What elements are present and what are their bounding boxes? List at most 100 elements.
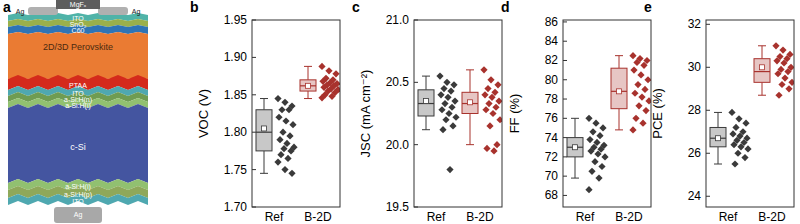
whisker — [619, 109, 620, 130]
whisker — [426, 76, 427, 90]
data-point — [275, 114, 282, 121]
plot-area — [256, 63, 340, 177]
whisker — [470, 114, 471, 145]
box — [710, 127, 726, 146]
data-point — [284, 155, 291, 162]
tick-label: 20.5 — [386, 75, 410, 89]
data-point — [452, 114, 459, 121]
data-point — [633, 59, 640, 66]
plot-frame — [563, 20, 651, 207]
layer-label: PTAA — [69, 82, 87, 89]
plot-area — [418, 66, 502, 173]
whisker — [718, 112, 719, 127]
data-point — [437, 91, 444, 98]
data-point — [318, 63, 325, 70]
data-point — [289, 121, 296, 128]
data-point — [735, 115, 742, 122]
tick — [563, 21, 567, 22]
data-point — [772, 42, 779, 49]
whisker-cap — [615, 55, 623, 56]
data-point — [642, 107, 649, 114]
layer-label: 2D/3D Perovskite — [43, 42, 113, 52]
data-point — [595, 174, 602, 181]
data-point — [449, 122, 456, 129]
tick-label: 28 — [688, 103, 702, 117]
mean — [716, 136, 721, 141]
data-point — [631, 90, 638, 97]
panel-label: c — [352, 0, 360, 15]
layer-label: Ag — [132, 8, 141, 16]
plot-area — [567, 52, 651, 193]
data-point — [773, 57, 780, 64]
whisker-cap — [422, 76, 430, 77]
whisker — [264, 99, 265, 110]
tick — [706, 67, 710, 68]
whisker-cap — [615, 129, 623, 130]
whisker — [470, 70, 471, 92]
data-point — [632, 115, 639, 122]
category-label: Ref — [427, 210, 446, 224]
whisker-cap — [466, 144, 474, 145]
box-panel: bVOC (V)1.701.751.801.851.901.95RefB-2D — [190, 0, 342, 224]
data-point — [287, 147, 294, 154]
layer-label: C60 — [72, 27, 85, 34]
data-point — [489, 110, 496, 117]
data-point — [731, 160, 738, 167]
tick-label: 78 — [545, 92, 559, 106]
tick-label: 30 — [688, 60, 702, 74]
layer — [8, 104, 148, 183]
contact — [98, 7, 128, 15]
box — [300, 80, 316, 91]
data-point — [325, 67, 332, 74]
panel-label: a — [3, 0, 11, 15]
data-point — [774, 70, 781, 77]
box-panel: cJSC (mA cm⁻²)19.520.020.521.0RefB-2D — [352, 0, 504, 224]
mean — [760, 65, 765, 70]
data-point — [448, 104, 455, 111]
data-point — [443, 79, 450, 86]
y-axis-label: FF (%) — [507, 94, 522, 134]
data-point — [596, 132, 603, 139]
layer — [8, 75, 148, 90]
data-point — [286, 132, 293, 139]
category-label: B-2D — [758, 210, 786, 224]
layer — [56, 0, 100, 9]
data-point — [488, 94, 495, 101]
data-point — [780, 59, 787, 66]
whisker-cap — [571, 118, 579, 119]
tick-label: 72 — [545, 150, 559, 164]
layer-label: ITO — [72, 198, 84, 205]
panel-label: d — [501, 0, 510, 15]
data-point — [744, 145, 751, 152]
data-point — [639, 120, 646, 127]
plot-frame — [706, 20, 794, 207]
data-point — [279, 129, 286, 136]
data-point — [641, 86, 648, 93]
whisker-cap — [714, 112, 722, 113]
tick-label: 19.5 — [386, 200, 410, 214]
box — [418, 90, 434, 116]
whisker — [762, 46, 763, 59]
box — [256, 110, 272, 151]
data-point — [784, 68, 791, 75]
whisker — [619, 56, 620, 69]
data-point — [445, 110, 452, 117]
tick-label: 82 — [545, 53, 559, 67]
whisker-cap — [466, 69, 474, 70]
tick-label: 1.90 — [224, 50, 248, 64]
data-point — [775, 92, 782, 99]
whisker-cap — [758, 95, 766, 96]
tick — [706, 24, 710, 25]
data-point — [487, 76, 494, 83]
whisker-cap — [304, 66, 312, 67]
data-point — [285, 106, 292, 113]
whisker — [575, 157, 576, 178]
y-axis-label: PCE (%) — [650, 88, 665, 139]
data-point — [480, 66, 487, 73]
median — [256, 132, 272, 133]
whisker — [308, 91, 309, 98]
data-point — [585, 115, 592, 122]
tick — [414, 82, 418, 83]
layer — [8, 25, 148, 34]
data-point — [629, 126, 636, 133]
